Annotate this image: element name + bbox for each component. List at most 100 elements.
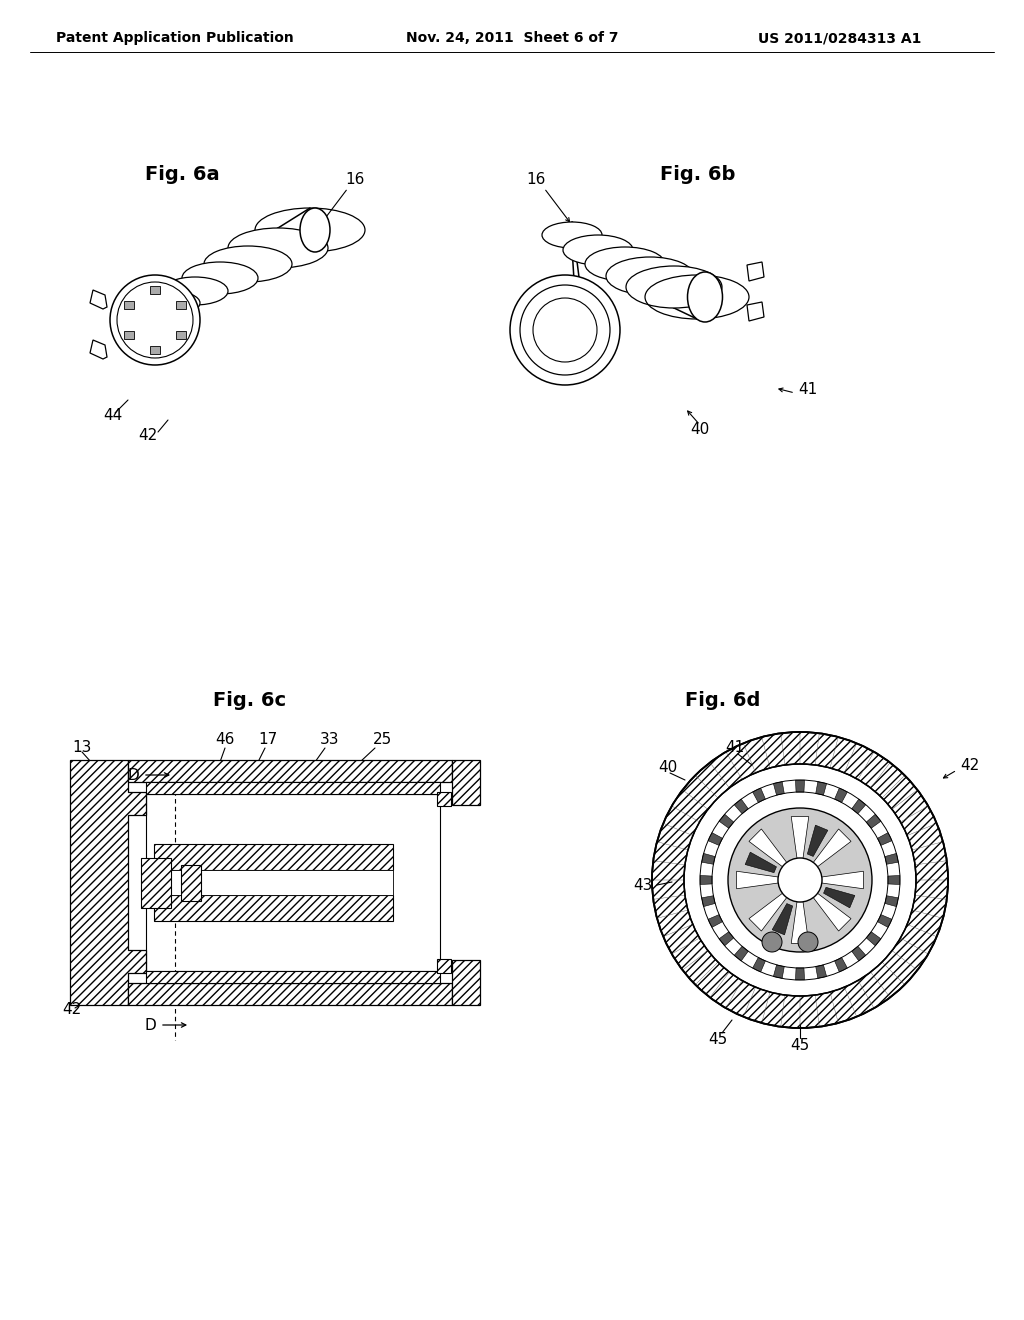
Polygon shape — [835, 788, 848, 803]
Polygon shape — [90, 290, 106, 309]
Bar — [128, 760, 452, 781]
Polygon shape — [749, 829, 786, 867]
Polygon shape — [888, 875, 900, 884]
Ellipse shape — [585, 247, 665, 281]
Text: Fig. 6d: Fig. 6d — [685, 690, 761, 710]
Bar — [146, 795, 440, 972]
Polygon shape — [813, 829, 851, 867]
Text: 45: 45 — [709, 1032, 728, 1048]
Ellipse shape — [626, 267, 722, 308]
Polygon shape — [749, 894, 786, 931]
Polygon shape — [852, 946, 866, 961]
Text: D: D — [144, 1018, 156, 1032]
Polygon shape — [734, 946, 749, 961]
Text: 41: 41 — [798, 383, 817, 397]
Circle shape — [798, 932, 818, 952]
Text: 43: 43 — [634, 878, 653, 892]
Text: 42: 42 — [961, 758, 979, 772]
Text: 25: 25 — [373, 733, 391, 747]
Bar — [452, 760, 480, 805]
Polygon shape — [701, 896, 715, 907]
Bar — [437, 792, 451, 807]
Polygon shape — [90, 341, 106, 359]
Polygon shape — [813, 894, 851, 931]
Polygon shape — [773, 781, 784, 795]
Polygon shape — [719, 932, 734, 946]
Polygon shape — [796, 968, 805, 979]
Polygon shape — [124, 301, 134, 309]
Text: 46: 46 — [215, 733, 234, 747]
Text: Fig. 6b: Fig. 6b — [660, 165, 735, 185]
Polygon shape — [866, 814, 881, 828]
Text: 40: 40 — [658, 760, 677, 776]
Bar — [128, 983, 452, 1005]
Ellipse shape — [563, 235, 633, 265]
Polygon shape — [734, 799, 749, 813]
Bar — [146, 972, 440, 983]
Polygon shape — [816, 781, 826, 795]
Polygon shape — [736, 871, 778, 888]
Polygon shape — [835, 957, 848, 972]
Ellipse shape — [687, 272, 723, 322]
Polygon shape — [150, 286, 160, 294]
Polygon shape — [852, 799, 866, 813]
Text: 33: 33 — [321, 733, 340, 747]
Text: 13: 13 — [72, 741, 91, 755]
Ellipse shape — [300, 209, 330, 252]
Polygon shape — [746, 302, 764, 321]
Bar — [437, 960, 451, 973]
Text: Nov. 24, 2011  Sheet 6 of 7: Nov. 24, 2011 Sheet 6 of 7 — [406, 30, 618, 45]
Text: Patent Application Publication: Patent Application Publication — [56, 30, 294, 45]
Polygon shape — [745, 853, 776, 873]
Bar — [154, 843, 393, 870]
Polygon shape — [719, 814, 734, 828]
Text: 16: 16 — [526, 173, 546, 187]
Ellipse shape — [144, 290, 200, 315]
Circle shape — [652, 733, 948, 1028]
Bar — [452, 960, 480, 1005]
Ellipse shape — [204, 246, 292, 282]
Text: Fig. 6c: Fig. 6c — [213, 690, 287, 710]
Polygon shape — [150, 346, 160, 354]
Text: 16: 16 — [345, 173, 365, 187]
Polygon shape — [823, 887, 855, 908]
Text: D: D — [127, 767, 139, 783]
Polygon shape — [701, 854, 715, 865]
Polygon shape — [792, 902, 809, 944]
Polygon shape — [70, 760, 146, 1005]
Text: 40: 40 — [690, 422, 710, 437]
Polygon shape — [176, 331, 186, 339]
Polygon shape — [773, 965, 784, 978]
Polygon shape — [708, 915, 723, 928]
Polygon shape — [878, 833, 892, 845]
Text: 44: 44 — [103, 408, 122, 422]
Circle shape — [684, 764, 916, 997]
Polygon shape — [792, 817, 809, 858]
Circle shape — [110, 275, 200, 366]
Ellipse shape — [182, 261, 258, 294]
Polygon shape — [708, 833, 723, 845]
Circle shape — [510, 275, 620, 385]
Polygon shape — [822, 871, 863, 888]
Bar — [154, 895, 393, 921]
Polygon shape — [885, 896, 898, 907]
Bar — [154, 870, 393, 895]
Polygon shape — [746, 261, 764, 281]
Ellipse shape — [606, 257, 694, 294]
Text: 41: 41 — [725, 741, 744, 755]
Bar — [146, 781, 440, 795]
Circle shape — [728, 808, 872, 952]
Polygon shape — [176, 301, 186, 309]
Polygon shape — [807, 825, 827, 857]
Text: 45: 45 — [791, 1038, 810, 1052]
Polygon shape — [796, 780, 805, 792]
Text: 42: 42 — [138, 428, 158, 442]
Text: 17: 17 — [258, 733, 278, 747]
Circle shape — [762, 932, 782, 952]
Polygon shape — [816, 965, 826, 978]
Ellipse shape — [542, 222, 602, 248]
Ellipse shape — [162, 277, 228, 305]
Polygon shape — [885, 854, 898, 865]
Ellipse shape — [228, 228, 328, 268]
Bar — [181, 865, 201, 900]
